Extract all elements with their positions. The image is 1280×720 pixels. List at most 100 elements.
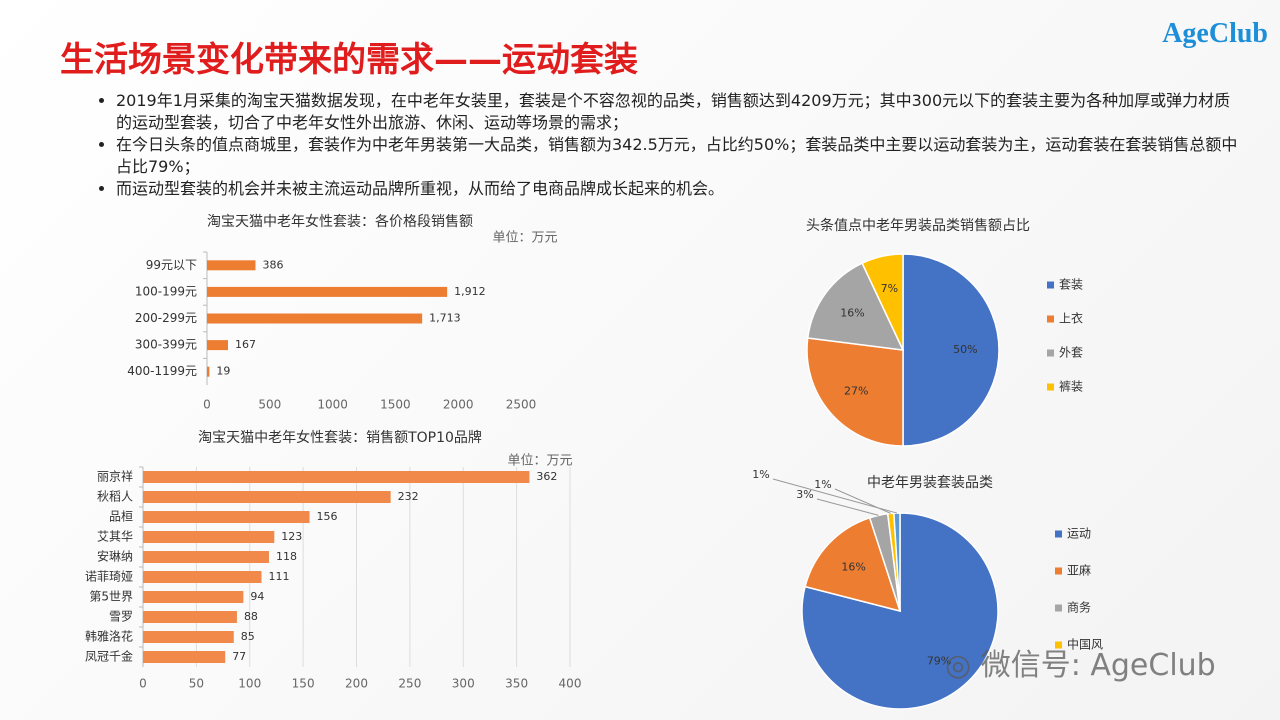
leader-line — [772, 478, 898, 514]
chart-title: 中老年男装套装品类 — [867, 475, 993, 491]
data-label: 123 — [281, 530, 302, 543]
chart-title: 淘宝天猫中老年女性套装：销售额TOP10品牌 — [198, 429, 482, 446]
data-label: 167 — [235, 338, 256, 351]
bar — [143, 491, 391, 503]
bullet: 2019年1月采集的淘宝天猫数据发现，在中老年女装里，套装是个不容忽视的品类，销… — [116, 90, 1246, 134]
bar — [143, 551, 269, 563]
pie-slice — [893, 512, 901, 612]
data-label: 19 — [216, 365, 230, 378]
watermark: ◎ 微信号: AgeClub — [945, 648, 1216, 683]
pie-slice — [801, 512, 999, 710]
legend-swatch — [1047, 315, 1054, 323]
data-label: 1% — [814, 478, 831, 491]
y-tick-label: 200-299元 — [135, 311, 197, 325]
bar — [143, 471, 530, 483]
bar — [143, 591, 244, 603]
bullet-list: 2019年1月采集的淘宝天猫数据发现，在中老年女装里，套装是个不容忽视的品类，销… — [88, 90, 1246, 200]
legend-label: 运动 — [1067, 527, 1091, 541]
data-label: 111 — [268, 570, 289, 583]
data-label: 85 — [241, 630, 255, 643]
data-label: 16% — [840, 306, 864, 319]
y-tick-label: 凤冠千金 — [85, 649, 133, 664]
x-tick-label: 0 — [203, 398, 211, 412]
data-label: 386 — [262, 258, 283, 271]
data-label: 88 — [244, 610, 258, 623]
bar — [143, 631, 234, 643]
x-tick-label: 2500 — [506, 398, 537, 412]
bullet: 在今日头条的值点商城里，套装作为中老年男装第一大品类，销售额为342.5万元，占… — [116, 134, 1246, 178]
x-tick-label: 0 — [139, 677, 147, 691]
y-tick-label: 雪罗 — [109, 610, 133, 624]
legend-label: 中国风 — [1067, 637, 1103, 652]
x-tick-label: 200 — [345, 677, 368, 691]
x-tick-label: 1000 — [317, 398, 348, 412]
pie-slice — [861, 253, 904, 351]
data-label: 16% — [841, 560, 865, 573]
data-label: 232 — [398, 490, 419, 503]
pie-slice — [804, 516, 902, 613]
x-tick-label: 300 — [452, 677, 475, 691]
pie-slice — [806, 337, 904, 447]
data-label: 1,713 — [429, 312, 461, 325]
bar — [207, 260, 256, 271]
y-tick-label: 300-399元 — [135, 338, 197, 352]
bullet: 而运动型套装的机会并未被主流运动品牌所重视，从而给了电商品牌成长起来的机会。 — [116, 178, 1246, 200]
leader-line — [816, 498, 879, 516]
legend-swatch — [1055, 641, 1062, 649]
legend-label: 外套 — [1059, 346, 1083, 360]
data-label: 27% — [844, 384, 868, 397]
legend-swatch — [1055, 530, 1062, 538]
legend-label: 商务 — [1067, 600, 1091, 615]
y-tick-label: 丽京祥 — [97, 470, 133, 484]
data-label: 94 — [250, 590, 264, 603]
y-tick-label: 99元以下 — [146, 258, 197, 272]
data-label: 79% — [927, 654, 951, 667]
watermark-text: 微信号: AgeClub — [980, 648, 1216, 683]
y-tick-label: 第5世界 — [89, 590, 133, 604]
legend-label: 亚麻 — [1067, 563, 1091, 578]
legend-swatch — [1055, 567, 1062, 575]
legend-label: 上衣 — [1059, 311, 1083, 326]
y-tick-label: 艾其华 — [97, 530, 133, 544]
data-label: 3% — [796, 488, 813, 501]
x-tick-label: 350 — [505, 677, 528, 691]
y-tick-label: 韩雅洛花 — [85, 629, 133, 644]
y-tick-label: 安琳纳 — [97, 549, 133, 564]
bar — [143, 511, 310, 523]
bar — [143, 611, 237, 623]
x-tick-label: 1500 — [380, 398, 411, 412]
logo: AgeClub — [1162, 18, 1268, 49]
legend-label: 裤装 — [1059, 380, 1083, 394]
data-label: 362 — [536, 470, 557, 483]
bar — [143, 571, 262, 583]
slide-title: 生活场景变化带来的需求——运动套装 — [60, 40, 638, 80]
legend-label: 套装 — [1059, 278, 1083, 292]
y-tick-label: 100-199元 — [135, 284, 197, 298]
x-tick-label: 250 — [398, 677, 421, 691]
data-label: 7% — [881, 282, 898, 295]
bar — [143, 651, 226, 663]
bar — [207, 313, 423, 324]
chart-title: 头条值点中老年男装品类销售额占比 — [806, 217, 1030, 234]
x-tick-label: 400 — [559, 677, 582, 691]
data-label: 77 — [232, 650, 246, 663]
data-label: 118 — [276, 550, 297, 563]
data-label: 1,912 — [454, 285, 486, 298]
bar — [207, 340, 228, 351]
legend-swatch — [1047, 349, 1054, 357]
x-tick-label: 100 — [238, 677, 261, 691]
bar — [143, 531, 275, 543]
unit-label: 单位：万元 — [492, 231, 557, 246]
chart-title: 淘宝天猫中老年女性套装：各价格段销售额 — [207, 213, 473, 230]
bar — [207, 366, 210, 377]
x-tick-label: 2000 — [443, 398, 474, 412]
data-label: 50% — [953, 343, 977, 356]
pie-slice — [806, 262, 905, 351]
bar — [207, 286, 448, 297]
unit-label: 单位：万元 — [507, 454, 572, 469]
y-tick-label: 诺菲琦娅 — [85, 570, 133, 584]
leader-line — [834, 488, 891, 514]
x-tick-label: 500 — [258, 398, 281, 412]
pie-slice — [902, 253, 1000, 447]
